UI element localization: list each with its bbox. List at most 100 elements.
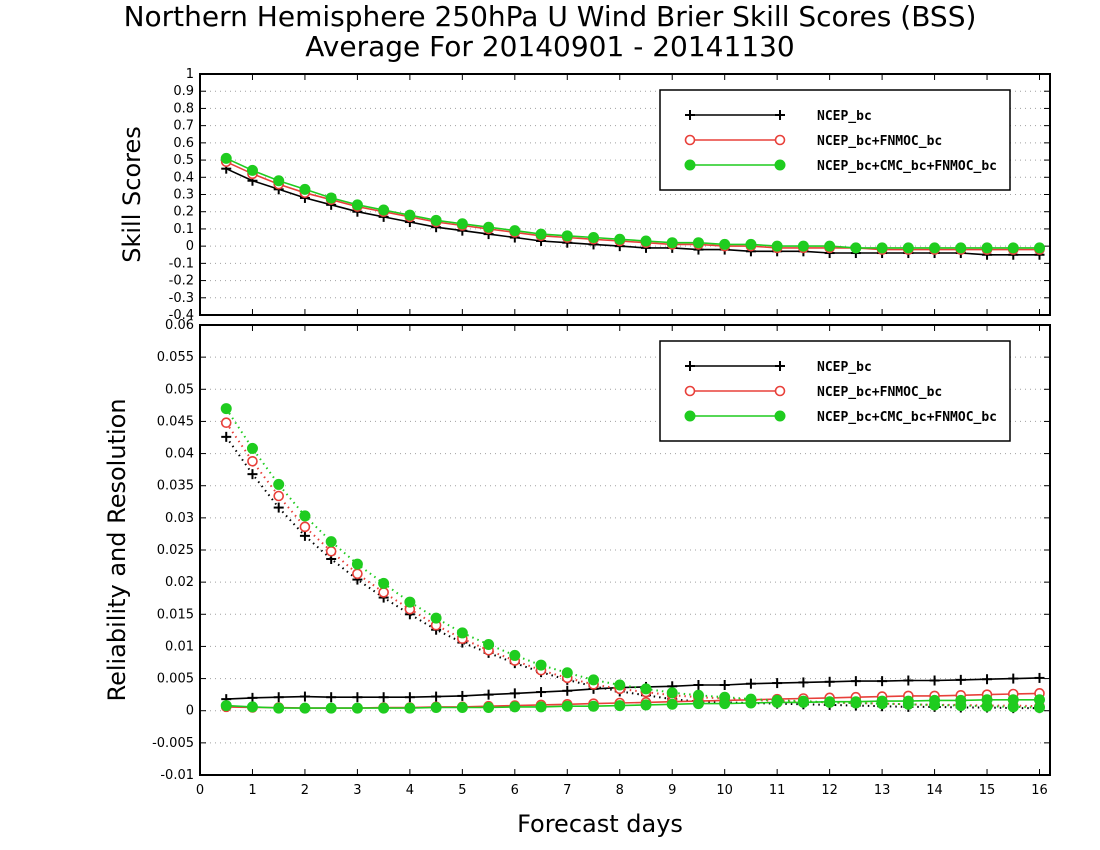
legend: NCEP_bc NCEP_bc+FNMOC_bc NCEP_bc+CMC_bc+FN… (659, 340, 1011, 442)
data-point (325, 545, 337, 557)
data-point (220, 403, 232, 415)
data-point (456, 702, 468, 713)
series-ncep_bc-cmc_bc-fnmoc_bc-resolution (220, 403, 1046, 713)
y-tick-label: 0.8 (173, 101, 194, 116)
y-axis-title: Reliability and Resolution (103, 398, 131, 701)
data-point (220, 417, 232, 429)
legend-marker (684, 134, 696, 146)
panel-2: -0.01 -0.005 0 0.005 0.01 0.015 0.02 0.025 0.03 0… (103, 318, 1051, 838)
legend-label: NCEP_bc+FNMOC_bc (817, 385, 942, 400)
legend-label: NCEP_bc+CMC_bc+FNMOC_bc (817, 159, 997, 174)
x-axis-title: Forecast days (517, 810, 683, 838)
data-point (378, 587, 389, 598)
legend-marker (774, 159, 786, 171)
data-point (273, 490, 285, 502)
data-point (483, 639, 495, 650)
data-point (246, 442, 258, 454)
legend-item: NCEP_bc+FNMOC_bc (684, 134, 942, 149)
data-point (588, 700, 600, 712)
data-point (273, 175, 285, 187)
data-point (929, 242, 941, 254)
data-point (692, 698, 704, 710)
data-point (378, 204, 390, 216)
data-point (456, 627, 468, 639)
legend-label: NCEP_bc (817, 360, 872, 375)
data-point (456, 218, 468, 230)
data-point (535, 228, 547, 240)
data-point (325, 536, 337, 548)
y-tick-label: 0.5 (173, 153, 194, 168)
legend-item: NCEP_bc+CMC_bc+FNMOC_bc (684, 159, 997, 174)
data-point (1007, 242, 1019, 254)
y-tick-label: 1 (186, 67, 194, 82)
data-point (981, 242, 993, 254)
data-point (247, 455, 258, 467)
series-ncep_bc-reliability (221, 672, 1045, 705)
data-point (483, 702, 495, 713)
data-point (955, 694, 967, 706)
x-tick-label: 8 (616, 783, 624, 798)
data-point (325, 702, 337, 714)
y-tick-label: 0.3 (173, 188, 194, 203)
data-point (509, 649, 521, 661)
data-point (220, 152, 232, 164)
data-point (378, 577, 390, 589)
y-tick-label: 0.2 (173, 205, 194, 220)
legend-marker (684, 159, 696, 171)
x-tick-label: 16 (1031, 783, 1048, 798)
plot-frame (199, 73, 1051, 316)
legend-marker (774, 385, 786, 397)
y-tick-label: 0.7 (173, 119, 194, 134)
data-point (797, 240, 809, 252)
data-point (509, 701, 521, 713)
series-ncep_bc-fnmoc_bc-resolution (220, 417, 1045, 712)
y-tick-label: 0.04 (165, 447, 194, 462)
data-point (351, 199, 363, 211)
data-point (745, 238, 757, 250)
y-tick-label: -0.2 (169, 274, 194, 289)
y-tick-label: 0.9 (173, 84, 194, 99)
y-tick-label: 0.035 (157, 479, 194, 494)
x-tick-label: 6 (511, 783, 519, 798)
data-point (535, 701, 547, 713)
data-point (666, 237, 678, 249)
y-tick-label: 0.05 (165, 382, 194, 397)
legend-marker (684, 410, 696, 422)
data-point (561, 667, 573, 679)
y-tick-label: -0.005 (152, 736, 194, 751)
data-point (561, 230, 573, 242)
legend-marker (774, 134, 786, 146)
series-ncep_bc-cmc_bc-fnmoc_bc (220, 152, 1046, 254)
data-point (561, 700, 573, 712)
legend-item: NCEP_bc+CMC_bc+FNMOC_bc (684, 410, 997, 425)
legend-label: NCEP_bc (817, 109, 872, 124)
data-point (640, 683, 652, 695)
data-point (273, 478, 285, 490)
series-ncep_bc-cmc_bc-fnmoc_bc-reliability (220, 694, 1046, 714)
page-title: Northern Hemisphere 250hPa U Wind Brier … (0, 2, 1100, 62)
data-point (614, 679, 626, 691)
data-point (430, 214, 442, 226)
y-tick-label: 0.055 (157, 350, 194, 365)
x-tick-label: 3 (353, 783, 361, 798)
x-tick-label: 12 (821, 783, 838, 798)
series-line (225, 436, 1040, 710)
y-tick-label: 0.01 (165, 639, 194, 654)
data-point (430, 702, 442, 713)
x-tick-label: 7 (563, 783, 571, 798)
data-point (404, 209, 416, 221)
title-line-2: Average For 20140901 - 20141130 (305, 30, 795, 63)
legend-item: NCEP_bc+FNMOC_bc (684, 385, 942, 400)
y-tick-label: -0.4 (169, 308, 194, 323)
plot-frame (199, 324, 1051, 776)
data-point (588, 674, 600, 686)
x-tick-label: 5 (458, 783, 466, 798)
data-point (824, 696, 836, 708)
data-point (220, 700, 232, 712)
data-point (640, 235, 652, 247)
legend-item: NCEP_bc (685, 109, 872, 124)
data-point (351, 558, 363, 570)
title-line-1: Northern Hemisphere 250hPa U Wind Brier … (123, 0, 977, 33)
x-tick-label: 13 (874, 783, 891, 798)
